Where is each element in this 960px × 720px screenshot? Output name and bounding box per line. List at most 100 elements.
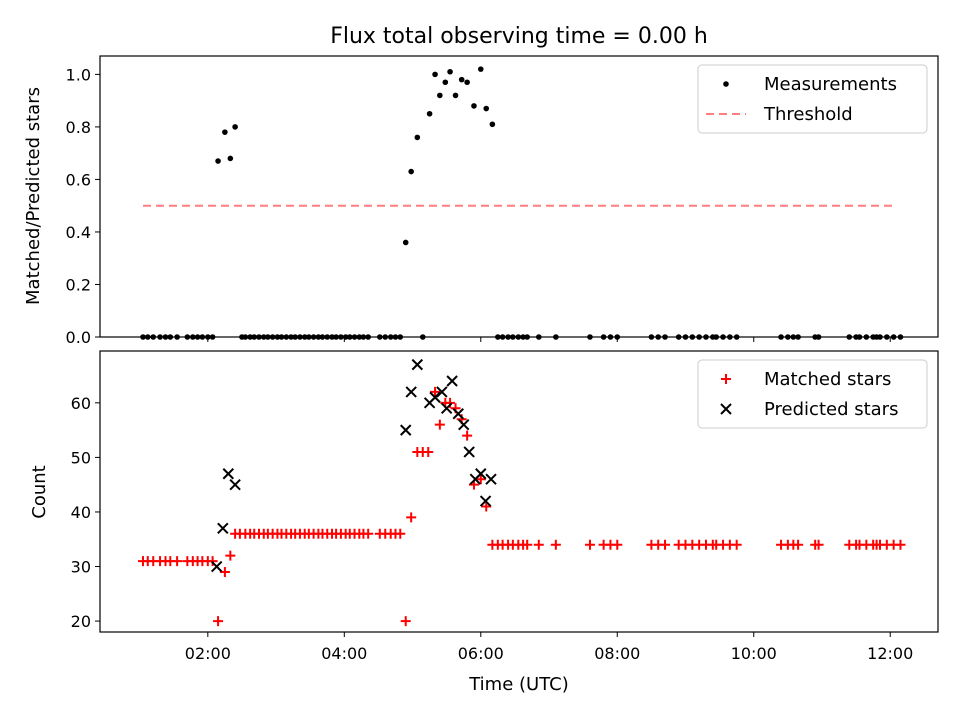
measurement-point	[251, 334, 258, 340]
measurement-point	[215, 158, 221, 164]
measurement-point	[310, 334, 317, 340]
measurement-point	[535, 334, 542, 340]
measurement-point	[607, 334, 614, 340]
measurement-point	[464, 79, 470, 86]
measurement-point	[387, 334, 394, 340]
bottom-y-tick-label: 50	[71, 448, 91, 467]
measurement-point	[283, 334, 290, 340]
predicted-stars-point	[458, 418, 470, 431]
legend-predicted-marker	[720, 403, 732, 415]
measurement-point	[790, 334, 797, 340]
predicted-stars-point	[463, 446, 475, 458]
matched-stars-point	[225, 550, 236, 561]
measurement-point	[140, 334, 146, 340]
measurement-point	[222, 129, 228, 135]
measurement-point	[675, 334, 682, 340]
bottom-legend-box	[697, 359, 928, 429]
predicted-stars-point	[222, 468, 235, 480]
bottom-panel: 20 30 40 50 60 02:00 04:00 06:00 08:00 10:00 12:00…	[71, 350, 939, 663]
measurement-point	[713, 334, 720, 340]
measurement-point	[167, 334, 174, 340]
matched-stars-point	[445, 397, 456, 408]
measurement-point	[553, 334, 559, 340]
measurement-point	[315, 334, 322, 340]
measurement-point	[720, 334, 726, 340]
measurement-point	[199, 334, 206, 340]
measurement-point	[329, 334, 335, 340]
measurement-point	[419, 334, 426, 340]
measurement-point	[648, 334, 655, 340]
legend-label: Measurements	[764, 74, 897, 95]
bottom-y-tick-label: 40	[71, 503, 91, 522]
measurement-point	[778, 334, 784, 340]
measurement-point	[696, 334, 702, 340]
measurement-point	[655, 334, 662, 340]
top-panel: 0.0 0.2 0.4 0.6 0.8 1.0 Measurements Threshold	[66, 55, 939, 347]
measurement-point	[306, 334, 312, 340]
measurement-point	[524, 334, 530, 340]
measurement-point	[278, 334, 285, 340]
measurement-point	[682, 334, 689, 340]
measurement-point	[471, 103, 477, 109]
top-y-tick-label: 0.4	[66, 223, 91, 242]
x-tick-label: 04:00	[321, 644, 367, 663]
measurement-point	[452, 92, 459, 99]
matched-stars-point	[793, 539, 804, 550]
measurement-point	[382, 334, 389, 340]
predicted-stars-point	[229, 478, 241, 491]
measurement-point	[194, 334, 201, 340]
measurement-point	[733, 334, 740, 340]
predicted-stars-point	[400, 424, 412, 436]
measurement-point	[342, 334, 349, 340]
matched-stars-point	[400, 616, 411, 627]
measurement-point	[795, 334, 801, 340]
measurement-point	[437, 92, 443, 99]
top-y-tick-label: 1.0	[66, 65, 91, 84]
measurement-point	[510, 334, 516, 340]
measurement-point	[274, 334, 281, 340]
measurement-point	[689, 334, 696, 340]
measurement-point	[432, 71, 438, 78]
measurement-point	[232, 124, 238, 130]
measurement-point	[499, 334, 506, 340]
legend-label: Threshold	[763, 104, 853, 125]
x-tick-label: 06:00	[458, 644, 504, 663]
matched-stars-point	[660, 539, 671, 550]
x-tick-label: 12:00	[867, 644, 913, 663]
measurement-point	[260, 334, 267, 340]
measurement-point	[265, 334, 271, 340]
matched-stars-point	[731, 539, 742, 550]
measurement-point	[458, 76, 465, 83]
measurement-point	[227, 155, 234, 162]
measurement-point	[515, 334, 522, 340]
measurement-point	[338, 334, 344, 340]
measurement-point	[520, 334, 526, 340]
matched-stars-point	[475, 474, 486, 485]
measurement-point	[324, 334, 331, 340]
predicted-stars-point	[436, 386, 448, 398]
measurement-point	[376, 334, 383, 340]
measurement-point	[414, 134, 421, 141]
top-y-tick-label: 0.6	[66, 170, 91, 189]
measurement-point	[877, 334, 883, 340]
predicted-stars-point	[217, 522, 229, 535]
measurement-point	[614, 334, 621, 340]
matched-stars-point	[895, 539, 906, 550]
matched-stars-point	[533, 539, 544, 550]
predicted-stars-point	[452, 408, 464, 420]
measurement-point	[856, 334, 863, 340]
measurement-point	[184, 334, 191, 340]
x-tick-label: 08:00	[594, 644, 640, 663]
bottom-y-tick-label: 60	[71, 394, 91, 413]
matched-stars-point	[213, 616, 224, 627]
measurement-point	[247, 334, 253, 340]
measurement-point	[785, 334, 791, 340]
matched-stars-point	[584, 539, 595, 550]
measurement-point	[815, 334, 822, 340]
matched-stars-point	[434, 419, 445, 430]
matched-stars-point	[363, 528, 374, 539]
chart-title: Flux total observing time = 0.00 h	[330, 24, 708, 49]
measurement-point	[209, 334, 216, 340]
matched-stars-point	[423, 446, 434, 457]
measurement-point	[144, 334, 151, 340]
